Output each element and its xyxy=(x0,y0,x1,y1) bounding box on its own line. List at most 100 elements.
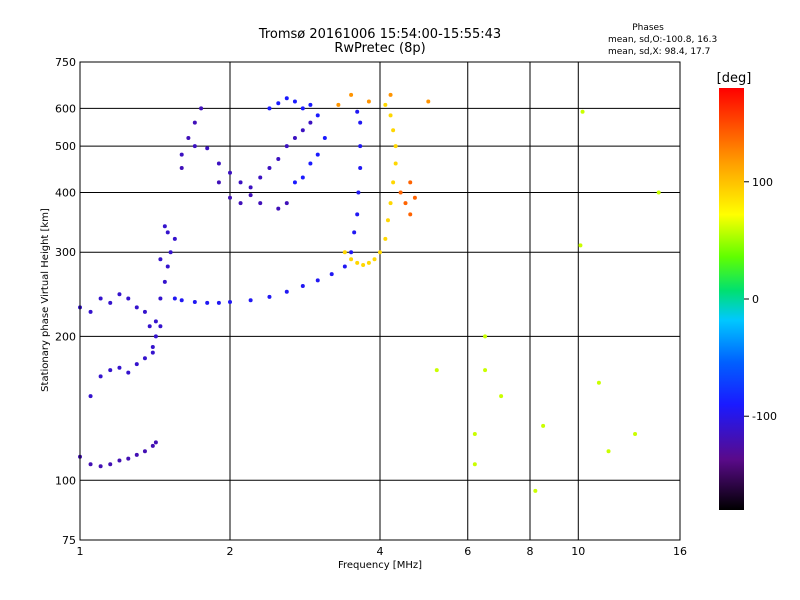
data-point xyxy=(284,144,289,149)
data-point xyxy=(276,101,281,106)
data-point xyxy=(541,423,546,428)
x-axis-label: Frequency [MHz] xyxy=(338,560,422,571)
data-point xyxy=(108,462,113,467)
data-point xyxy=(205,146,210,151)
colorbar-tick-label: 100 xyxy=(752,176,773,189)
data-point xyxy=(267,106,272,111)
data-point xyxy=(228,170,232,175)
data-point xyxy=(472,462,477,467)
data-point xyxy=(322,136,327,141)
data-point xyxy=(300,106,305,111)
data-point xyxy=(98,296,103,301)
y-tick-label: 750 xyxy=(55,56,76,69)
data-point xyxy=(391,128,396,133)
data-point xyxy=(426,99,431,104)
x-tick-label: 6 xyxy=(464,545,471,558)
stats-line-x: mean, sd,X: 98.4, 17.7 xyxy=(608,47,710,57)
data-point xyxy=(267,166,272,171)
data-point xyxy=(580,109,585,114)
data-point xyxy=(292,136,297,141)
data-point xyxy=(308,102,313,107)
x-tick-label: 2 xyxy=(227,545,234,558)
data-point xyxy=(633,431,638,436)
data-point xyxy=(126,296,131,301)
data-point xyxy=(150,350,155,355)
data-point xyxy=(393,161,398,166)
data-point xyxy=(383,102,388,107)
data-point xyxy=(388,201,393,206)
data-point xyxy=(412,195,417,200)
data-point xyxy=(192,120,197,125)
y-tick-label: 500 xyxy=(55,140,76,153)
data-point xyxy=(349,250,354,255)
data-point xyxy=(192,144,197,149)
data-point xyxy=(205,300,210,305)
data-point xyxy=(165,264,170,269)
data-point xyxy=(472,431,477,436)
data-point xyxy=(349,257,354,262)
data-point xyxy=(172,236,177,241)
data-point xyxy=(88,394,93,399)
data-point xyxy=(596,380,601,385)
data-point xyxy=(342,264,347,269)
data-point xyxy=(276,157,281,162)
data-point xyxy=(228,300,232,305)
data-point xyxy=(329,272,334,277)
data-point xyxy=(284,201,289,206)
data-point xyxy=(179,166,184,171)
data-point xyxy=(284,289,289,294)
data-point xyxy=(308,161,313,166)
data-point xyxy=(403,201,408,206)
data-point xyxy=(358,166,363,171)
data-point xyxy=(134,452,139,457)
x-tick-label: 1 xyxy=(77,545,84,558)
data-point xyxy=(117,292,122,297)
data-point xyxy=(355,260,360,265)
data-point xyxy=(158,257,163,262)
data-point xyxy=(216,161,221,166)
data-point xyxy=(388,113,393,118)
data-point xyxy=(372,257,377,262)
data-point xyxy=(342,250,347,255)
data-point xyxy=(315,113,320,118)
y-tick-label: 400 xyxy=(55,186,76,199)
data-point xyxy=(355,109,360,114)
data-point xyxy=(308,120,313,125)
data-point xyxy=(117,365,122,370)
y-tick-label: 200 xyxy=(55,330,76,343)
data-point xyxy=(391,180,396,185)
data-point xyxy=(483,334,488,339)
data-point xyxy=(434,368,439,373)
data-point xyxy=(408,212,413,217)
chart-subtitle: RwPretec (8p) xyxy=(334,41,425,56)
data-point xyxy=(349,92,354,97)
data-point xyxy=(388,92,393,97)
data-point xyxy=(284,96,289,101)
data-point xyxy=(258,175,263,180)
data-point xyxy=(408,180,413,185)
data-point xyxy=(267,294,272,299)
data-point xyxy=(186,136,191,141)
data-point xyxy=(398,190,403,195)
data-point xyxy=(199,106,204,111)
y-axis-label: Stationary phase Virtual Height [km] xyxy=(40,208,51,392)
data-point xyxy=(352,230,357,235)
data-point xyxy=(153,334,158,339)
x-tick-label: 4 xyxy=(377,545,384,558)
data-point xyxy=(358,144,363,149)
data-point xyxy=(378,250,382,255)
data-point xyxy=(393,144,398,149)
data-point xyxy=(216,180,221,185)
data-point xyxy=(656,190,661,195)
data-point xyxy=(366,260,371,265)
stats-heading: Phases xyxy=(632,23,664,33)
data-point xyxy=(98,464,103,469)
data-point xyxy=(300,128,305,133)
data-point xyxy=(150,345,155,350)
x-tick-label: 10 xyxy=(571,545,585,558)
data-point xyxy=(355,212,360,217)
colorbar-ticks: 100 0 -100 xyxy=(744,176,777,423)
data-point xyxy=(126,370,131,375)
data-point xyxy=(385,218,390,223)
data-point xyxy=(108,368,113,373)
